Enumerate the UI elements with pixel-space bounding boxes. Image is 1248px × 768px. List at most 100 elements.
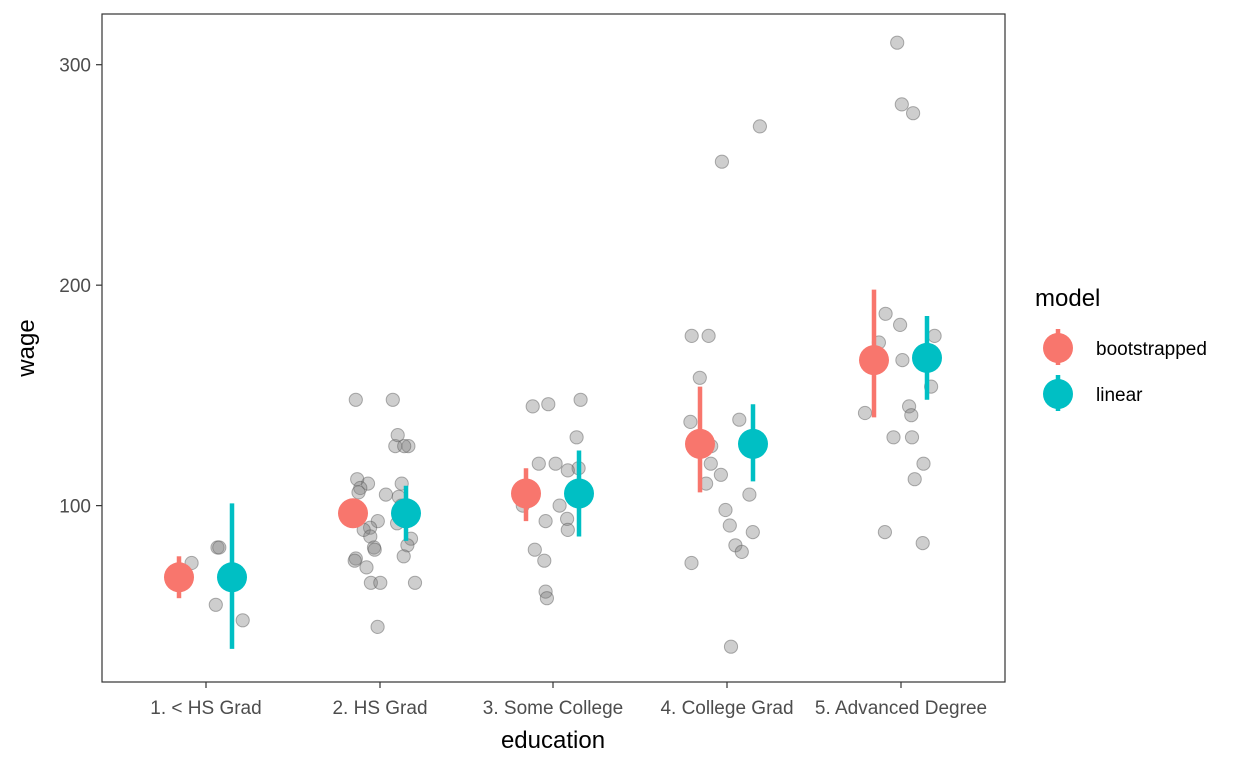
mean-point-bootstrapped: [685, 428, 715, 459]
mean-point-bootstrapped: [338, 498, 368, 529]
raw-point: [210, 540, 225, 555]
raw-point: [407, 575, 423, 590]
mean-point-bootstrapped: [859, 345, 889, 376]
legend-key-point-linear: [1043, 379, 1073, 409]
raw-point: [718, 502, 733, 518]
raw-point: [363, 529, 378, 544]
legend-key-point-bootstrapped: [1043, 333, 1073, 363]
raw-point: [560, 463, 575, 478]
raw-point: [752, 119, 768, 134]
x-tick-label: 2. HS Grad: [332, 698, 427, 719]
raw-point: [370, 619, 385, 635]
y-axis: 100 200 300: [59, 56, 102, 518]
raw-point: [385, 392, 400, 407]
y-tick-label: 200: [59, 276, 91, 297]
raw-point: [893, 317, 908, 332]
raw-point: [904, 408, 919, 423]
raw-point: [363, 520, 378, 535]
raw-point: [684, 555, 699, 571]
raw-point: [745, 525, 760, 540]
raw-point: [560, 522, 575, 538]
raw-point: [728, 538, 743, 553]
raw-point: [208, 597, 223, 612]
raw-point: [573, 392, 588, 407]
raw-point: [894, 97, 909, 112]
raw-point: [548, 456, 563, 471]
raw-point: [722, 518, 737, 533]
legend-label-bootstrapped: bootstrapped: [1096, 339, 1207, 360]
raw-point: [714, 154, 730, 169]
raw-point: [359, 560, 374, 575]
mean-point-bootstrapped: [164, 562, 194, 593]
raw-point: [353, 480, 368, 496]
raw-point: [692, 370, 707, 385]
raw-point: [701, 328, 716, 343]
raw-point: [539, 591, 555, 606]
raw-point: [351, 485, 366, 500]
raw-point: [347, 553, 362, 568]
x-tick-label: 3. Some College: [483, 698, 623, 719]
mean-point-linear: [738, 428, 768, 459]
mean-point-bootstrapped: [511, 478, 541, 509]
raw-point: [360, 476, 376, 491]
raw-point: [560, 511, 575, 527]
raw-point: [363, 575, 378, 590]
raw-point: [370, 514, 385, 529]
raw-point: [703, 456, 718, 471]
raw-point: [916, 456, 931, 471]
y-tick-label: 100: [59, 497, 91, 518]
y-axis-title: wage: [13, 319, 40, 377]
mean-point-linear: [217, 562, 247, 593]
raw-point: [552, 498, 567, 513]
y-tick-label: 300: [59, 56, 91, 77]
raw-point: [537, 553, 552, 568]
raw-point: [531, 456, 546, 471]
raw-point: [373, 575, 388, 590]
raw-point: [378, 487, 393, 502]
raw-point: [857, 405, 873, 421]
legend-label-linear: linear: [1096, 385, 1143, 406]
x-tick-label: 1. < HS Grad: [150, 698, 261, 719]
legend-title: model: [1035, 285, 1100, 312]
raw-point: [723, 639, 739, 654]
x-tick-label: 5. Advanced Degree: [815, 698, 987, 719]
raw-point: [348, 551, 363, 566]
x-axis-title: education: [501, 727, 605, 754]
raw-point: [732, 412, 747, 427]
raw-point: [348, 392, 363, 407]
raw-point: [388, 439, 403, 454]
raw-point: [877, 525, 893, 540]
raw-point: [734, 544, 749, 560]
raw-point: [366, 540, 382, 555]
raw-point: [350, 472, 365, 487]
raw-point: [742, 487, 757, 502]
raw-point: [904, 430, 920, 445]
x-axis: 1. < HS Grad 2. HS Grad 3. Some College 4. …: [150, 682, 987, 719]
raw-point: [367, 542, 382, 557]
raw-point: [895, 353, 910, 368]
raw-point: [915, 536, 930, 551]
raw-point: [886, 430, 901, 445]
raw-point: [713, 467, 729, 482]
raw-point: [684, 328, 699, 343]
x-tick-label: 4. College Grad: [660, 698, 793, 719]
raw-point: [397, 439, 412, 454]
raw-point: [902, 399, 917, 414]
raw-point: [390, 428, 405, 443]
raw-point: [538, 514, 553, 529]
mean-point-linear: [391, 498, 421, 529]
raw-point: [927, 328, 942, 343]
plot-panel: [101, 13, 1006, 683]
raw-point: [683, 414, 698, 429]
raw-point: [907, 472, 922, 487]
raw-point: [527, 542, 542, 557]
legend: bootstrapped linear: [1043, 329, 1207, 411]
raw-point: [212, 540, 227, 555]
series-layer: [164, 289, 942, 649]
raw-point: [538, 584, 553, 599]
raw-point: [878, 306, 893, 321]
raw-point: [541, 397, 556, 412]
mean-point-linear: [912, 342, 942, 373]
raw-point: [525, 399, 540, 414]
